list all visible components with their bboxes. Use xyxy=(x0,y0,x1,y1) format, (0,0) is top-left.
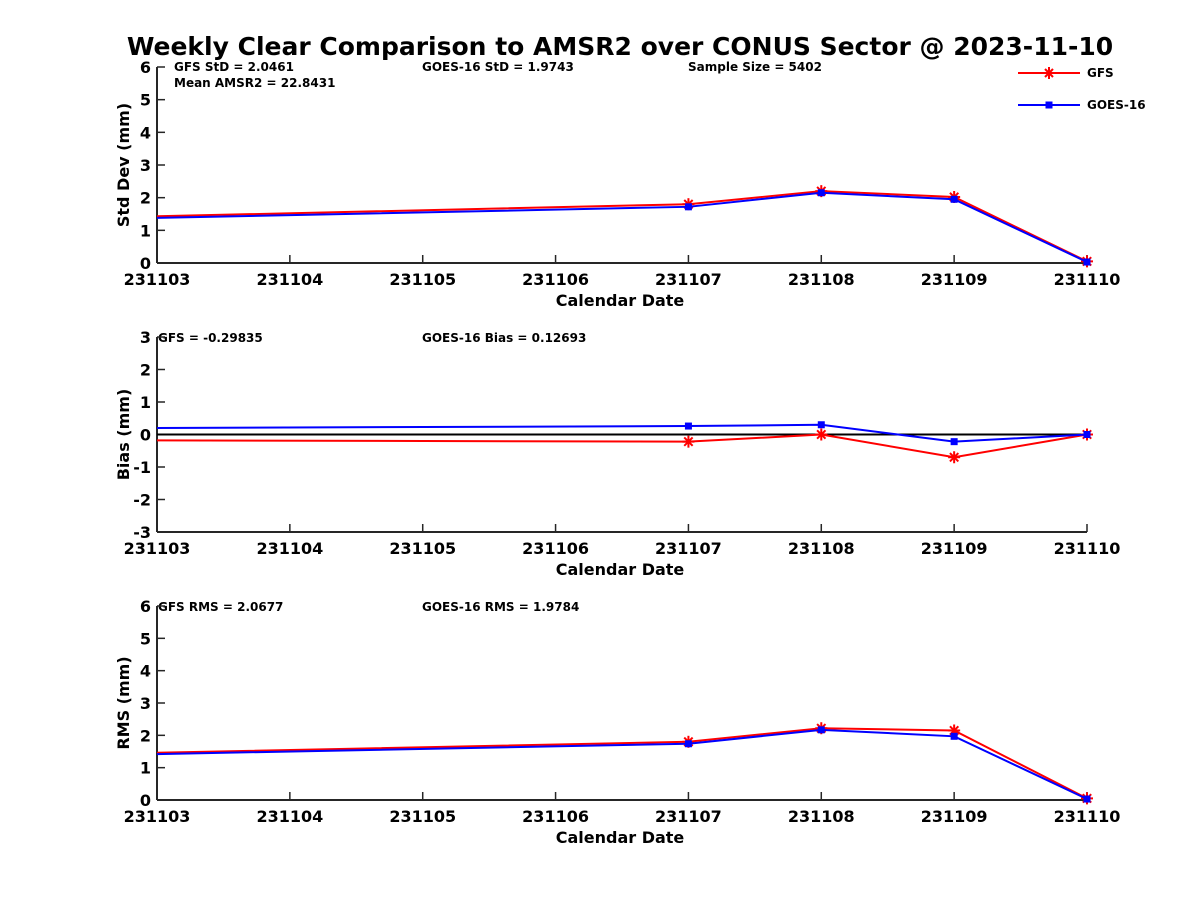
goes-series-line xyxy=(156,423,1088,443)
y-tick-label: 0 xyxy=(140,254,151,273)
x-tick-label: 231103 xyxy=(124,539,191,558)
legend-goes-marker xyxy=(1045,101,1053,109)
goes-data-point xyxy=(684,422,692,430)
goes-data-point xyxy=(817,421,825,429)
x-axis-label: Calendar Date xyxy=(556,291,685,310)
y-tick-label: 0 xyxy=(140,426,151,445)
x-tick-label: 231110 xyxy=(1054,539,1121,558)
y-tick-label: 2 xyxy=(140,726,151,745)
y-axis-label: Std Dev (mm) xyxy=(114,103,133,227)
y-tick-label: 3 xyxy=(140,156,151,175)
goes-data-point xyxy=(950,195,958,203)
gfs-std-annotation: GFS StD = 2.0461 xyxy=(174,60,294,74)
x-tick-label: 231105 xyxy=(389,807,456,826)
x-tick-label: 231103 xyxy=(124,270,191,289)
goes-series-line xyxy=(156,728,1088,800)
legend-gfs-marker xyxy=(1043,67,1055,79)
goes-data-point xyxy=(684,740,692,748)
x-tick-label: 231104 xyxy=(256,539,323,558)
goes-bias-annotation: GOES-16 Bias = 0.12693 xyxy=(422,331,586,345)
gfs-series-line xyxy=(156,433,1088,459)
std-dev-panel: 231103 231104 231105 231106 231107 231108 2311… xyxy=(114,58,1120,310)
x-tick-label: 231109 xyxy=(921,539,988,558)
y-axis-label: Bias (mm) xyxy=(114,389,133,481)
x-tick-label: 231109 xyxy=(921,270,988,289)
rms-panel: 231103 231104 231105 231106 231107 231108 2311… xyxy=(114,597,1120,847)
bias-panel: 231103 231104 231105 231106 231107 231108 2311… xyxy=(114,328,1120,579)
x-tick-label: 231107 xyxy=(655,270,722,289)
x-tick-label: 231109 xyxy=(921,807,988,826)
y-tick-label: -1 xyxy=(133,458,151,477)
mean-amsr2-annotation: Mean AMSR2 = 22.8431 xyxy=(174,76,335,90)
sample-size-annotation: Sample Size = 5402 xyxy=(688,60,822,74)
goes-data-point xyxy=(1083,795,1091,803)
chart-title: Weekly Clear Comparison to AMSR2 over CO… xyxy=(127,32,1113,61)
goes-rms-annotation: GOES-16 RMS = 1.9784 xyxy=(422,600,579,614)
x-tick-label: 231105 xyxy=(389,539,456,558)
x-tick-label: 231104 xyxy=(256,270,323,289)
y-tick-label: 1 xyxy=(140,759,151,778)
goes-std-annotation: GOES-16 StD = 1.9743 xyxy=(422,60,574,74)
legend-goes-label: GOES-16 xyxy=(1087,98,1146,112)
goes-data-point xyxy=(1083,431,1091,438)
gfs-data-point xyxy=(682,435,695,448)
x-tick-label: 231104 xyxy=(256,807,323,826)
y-tick-label: -2 xyxy=(133,491,151,510)
goes-data-point xyxy=(1083,258,1091,266)
x-tick-label: 231110 xyxy=(1054,270,1121,289)
y-tick-label: 6 xyxy=(140,597,151,616)
gfs-data-point xyxy=(815,428,828,441)
x-tick-label: 231103 xyxy=(124,807,191,826)
x-tick-label: 231108 xyxy=(788,807,855,826)
goes-data-point xyxy=(684,203,692,211)
y-tick-label: 6 xyxy=(140,58,151,77)
x-tick-label: 231106 xyxy=(522,539,589,558)
gfs-bias-annotation: GFS = -0.29835 xyxy=(158,331,263,345)
gfs-series-line xyxy=(156,190,1088,263)
x-tick-label: 231106 xyxy=(522,270,589,289)
y-axis-label: RMS (mm) xyxy=(114,656,133,749)
goes-data-point xyxy=(950,438,958,446)
x-tick-label: 231108 xyxy=(788,539,855,558)
y-tick-label: 4 xyxy=(140,662,151,681)
legend-gfs-label: GFS xyxy=(1087,66,1114,80)
y-tick-label: 2 xyxy=(140,189,151,208)
x-tick-label: 231107 xyxy=(655,539,722,558)
x-axis-label: Calendar Date xyxy=(556,828,685,847)
x-tick-label: 231105 xyxy=(389,270,456,289)
y-tick-label: -3 xyxy=(133,523,151,542)
legend: GFS GOES-16 xyxy=(1018,66,1146,112)
y-tick-label: 3 xyxy=(140,328,151,347)
goes-data-point xyxy=(817,726,825,734)
x-axis-label: Calendar Date xyxy=(556,560,685,579)
y-tick-label: 3 xyxy=(140,694,151,713)
x-tick-label: 231110 xyxy=(1054,807,1121,826)
goes-series-line xyxy=(156,191,1088,263)
y-tick-label: 1 xyxy=(140,393,151,412)
y-tick-label: 0 xyxy=(140,791,151,810)
goes-data-point xyxy=(950,732,958,740)
gfs-series-line xyxy=(156,727,1088,800)
x-tick-label: 231106 xyxy=(522,807,589,826)
goes-data-point xyxy=(817,189,825,197)
gfs-rms-annotation: GFS RMS = 2.0677 xyxy=(158,600,283,614)
y-tick-label: 4 xyxy=(140,123,151,142)
x-tick-label: 231108 xyxy=(788,270,855,289)
y-tick-label: 2 xyxy=(140,361,151,380)
y-tick-label: 5 xyxy=(140,91,151,110)
y-tick-label: 1 xyxy=(140,221,151,240)
y-tick-label: 5 xyxy=(140,629,151,648)
x-tick-label: 231107 xyxy=(655,807,722,826)
gfs-data-point xyxy=(948,451,961,464)
